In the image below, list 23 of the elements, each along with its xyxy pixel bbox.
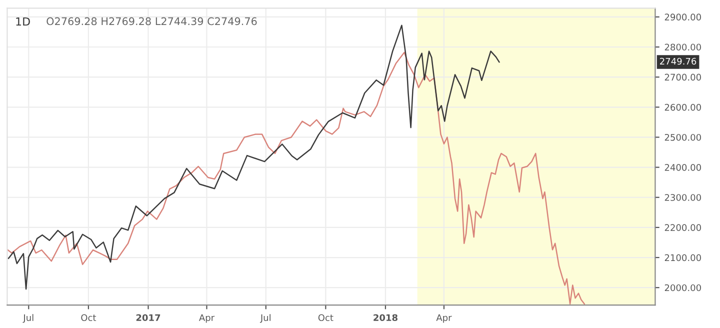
- text: 1D: [16, 17, 30, 26]
- x-tick-label: 2017: [136, 314, 160, 322]
- x-tick-label: Apr: [198, 314, 215, 323]
- x-tick-label: Jul: [22, 314, 34, 323]
- line-series: [7, 52, 585, 304]
- x-tick-label: Apr: [436, 314, 452, 323]
- x-tick-label: 2018: [374, 314, 398, 322]
- x-tick-label: Oct: [318, 314, 334, 322]
- y-tick-label: 2900.00: [664, 14, 701, 20]
- y-tick-label: 2600.00: [664, 104, 701, 111]
- x-tick-label: Oct: [81, 314, 96, 322]
- annotation: O2769.28 H2769.28 L2744.39 C2749.76: [46, 17, 257, 26]
- y-tick-label: 2000.00: [664, 284, 701, 292]
- y-tick-label: 2100.00: [664, 254, 701, 262]
- line-series: [8, 24, 500, 290]
- y-tick-label: 2200.00: [664, 224, 701, 232]
- y-tick-label: 2400.00: [664, 164, 701, 171]
- y-tick-label: 2300.00: [664, 194, 701, 201]
- y-tick-label: 2700.00: [664, 74, 701, 81]
- x-tick-label: Jul: [260, 314, 270, 323]
- y-tick-label: 2500.00: [664, 134, 701, 141]
- y-tick-label: 2800.00: [664, 44, 701, 51]
- text: 2749.76: [660, 58, 696, 65]
